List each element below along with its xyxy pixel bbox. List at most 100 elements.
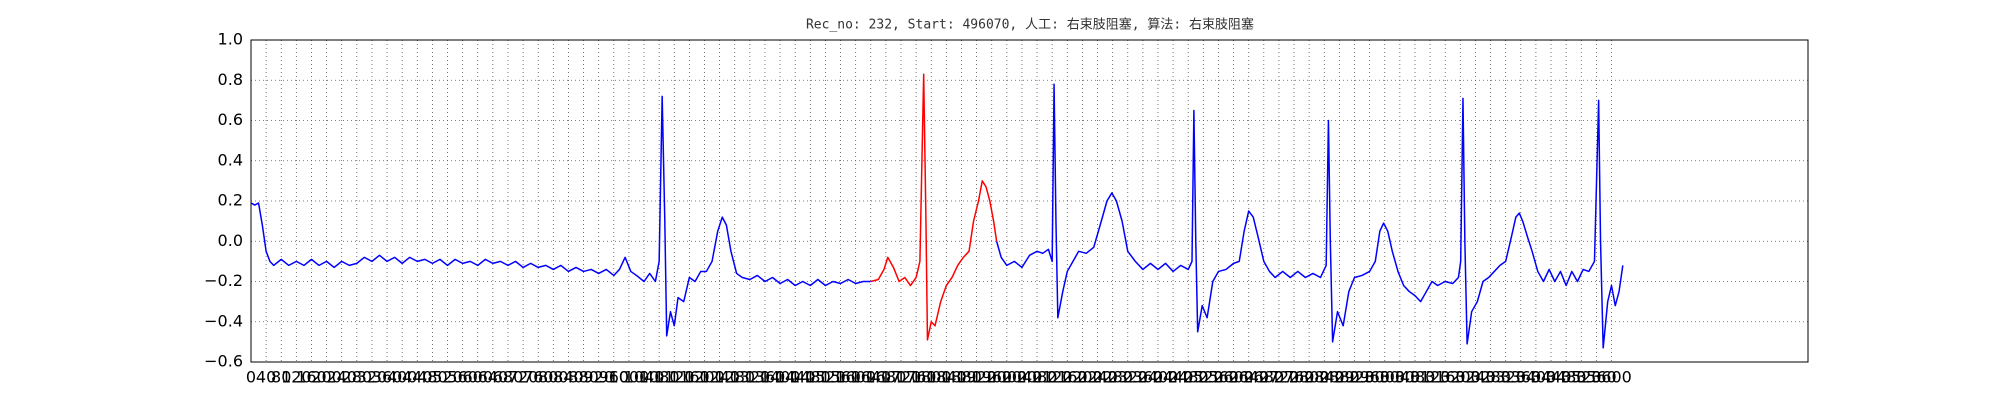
y-tick-label: −0.4 <box>204 311 243 330</box>
y-tick-label: 0.0 <box>218 231 243 250</box>
x-tick-label: 1600 <box>835 368 876 387</box>
y-tick-label: −0.6 <box>204 352 243 371</box>
x-tick-label: 120 <box>281 368 312 387</box>
x-tick-label: 2720 <box>1259 368 1300 387</box>
x-tick-label: 1520 <box>805 368 846 387</box>
x-tick-label: 3600 <box>1591 368 1632 387</box>
x-tick-label: 80 <box>271 368 291 387</box>
x-tick-label: 1400 <box>760 368 801 387</box>
x-tick-label: 240 <box>326 368 357 387</box>
x-tick-label: 320 <box>357 368 388 387</box>
x-tick-label: 3360 <box>1500 368 1541 387</box>
x-tick-label: 2200 <box>1062 368 1103 387</box>
x-tick-label: 2840 <box>1304 368 1345 387</box>
x-tick-label: 2400 <box>1138 368 1179 387</box>
x-tick-label: 960 <box>599 368 630 387</box>
x-tick-label: 3120 <box>1410 368 1451 387</box>
x-tick-label: 0 <box>246 368 256 387</box>
x-tick-label: 3520 <box>1561 368 1602 387</box>
x-tick-label: 1360 <box>745 368 786 387</box>
x-tick-label: 1200 <box>684 368 725 387</box>
x-tick-label: 2280 <box>1092 368 1133 387</box>
y-tick-label: 0.6 <box>218 110 243 129</box>
x-tick-label: 2440 <box>1153 368 1194 387</box>
x-tick-label: 760 <box>523 368 554 387</box>
x-tick-label: 160 <box>296 368 327 387</box>
x-tick-label: 1960 <box>971 368 1012 387</box>
x-tick-label: 2080 <box>1017 368 1058 387</box>
x-tick-label: 1000 <box>609 368 650 387</box>
x-tick-label: 3040 <box>1379 368 1420 387</box>
chart-title: Rec_no: 232, Start: 496070, 人工: 右束肢阻塞, 算… <box>806 17 1254 33</box>
x-tick-label: 560 <box>447 368 478 387</box>
x-tick-label: 680 <box>493 368 524 387</box>
x-tick-label: 2960 <box>1349 368 1390 387</box>
x-tick-label: 1160 <box>669 368 710 387</box>
x-tick-label: 3280 <box>1470 368 1511 387</box>
x-tick-label: 2560 <box>1198 368 1239 387</box>
x-tick-label: 2040 <box>1002 368 1043 387</box>
x-tick-label: 2760 <box>1274 368 1315 387</box>
x-tick-label: 2320 <box>1107 368 1148 387</box>
x-tick-label: 2680 <box>1243 368 1284 387</box>
x-tick-label: 2000 <box>986 368 1027 387</box>
x-tick-label: 1680 <box>866 368 907 387</box>
x-tick-label: 2160 <box>1047 368 1088 387</box>
y-tick-label: 1.0 <box>218 30 243 49</box>
x-tick-label: 2520 <box>1183 368 1224 387</box>
x-tick-label: 2240 <box>1077 368 1118 387</box>
x-tick-label: 1320 <box>729 368 770 387</box>
x-tick-label: 1080 <box>639 368 680 387</box>
x-tick-label: 1440 <box>775 368 816 387</box>
x-tick-label: 1760 <box>896 368 937 387</box>
x-tick-label: 1480 <box>790 368 831 387</box>
x-tick-label: 2360 <box>1123 368 1164 387</box>
x-tick-label: 2880 <box>1319 368 1360 387</box>
x-tick-label: 720 <box>508 368 539 387</box>
x-tick-label: 280 <box>342 368 373 387</box>
x-tick-label: 1880 <box>941 368 982 387</box>
x-tick-label: 3160 <box>1425 368 1466 387</box>
x-tick-label: 400 <box>387 368 418 387</box>
x-tick-label: 2480 <box>1168 368 1209 387</box>
x-tick-label: 480 <box>417 368 448 387</box>
x-tick-label: 360 <box>372 368 403 387</box>
x-tick-label: 3400 <box>1516 368 1557 387</box>
x-tick-label: 640 <box>478 368 509 387</box>
x-tick-label: 3200 <box>1440 368 1481 387</box>
y-tick-label: 0.8 <box>218 70 243 89</box>
x-tick-label: 1560 <box>820 368 861 387</box>
x-tick-label: 1720 <box>881 368 922 387</box>
series-line <box>870 73 998 341</box>
x-tick-label: 880 <box>568 368 599 387</box>
x-tick-label: 2120 <box>1032 368 1073 387</box>
x-tick-label: 3000 <box>1364 368 1405 387</box>
x-tick-label: 440 <box>402 368 433 387</box>
x-tick-label: 1800 <box>911 368 952 387</box>
x-tick-label: 200 <box>311 368 342 387</box>
plot-frame <box>250 39 1809 363</box>
x-tick-label: 920 <box>583 368 614 387</box>
x-tick-label: 800 <box>538 368 569 387</box>
x-tick-label: 600 <box>462 368 493 387</box>
x-tick-label: 1120 <box>654 368 695 387</box>
x-tick-label: 3240 <box>1455 368 1496 387</box>
x-tick-label: 2920 <box>1334 368 1375 387</box>
x-tick-label: 3320 <box>1485 368 1526 387</box>
x-tick-label: 1240 <box>699 368 740 387</box>
x-tick-label: 1640 <box>850 368 891 387</box>
x-tick-label: 3480 <box>1546 368 1587 387</box>
x-tick-label: 1040 <box>624 368 665 387</box>
x-tick-label: 2640 <box>1228 368 1269 387</box>
x-tick-label: 2600 <box>1213 368 1254 387</box>
x-tick-label: 1920 <box>956 368 997 387</box>
x-tick-label: 520 <box>432 368 463 387</box>
x-tick-label: 3440 <box>1531 368 1572 387</box>
x-tick-label: 840 <box>553 368 584 387</box>
x-tick-label: 1280 <box>714 368 755 387</box>
x-tick-label: 40 <box>256 368 276 387</box>
x-tick-label: 3560 <box>1576 368 1617 387</box>
x-tick-label: 3080 <box>1395 368 1436 387</box>
y-tick-label: −0.2 <box>204 271 243 290</box>
